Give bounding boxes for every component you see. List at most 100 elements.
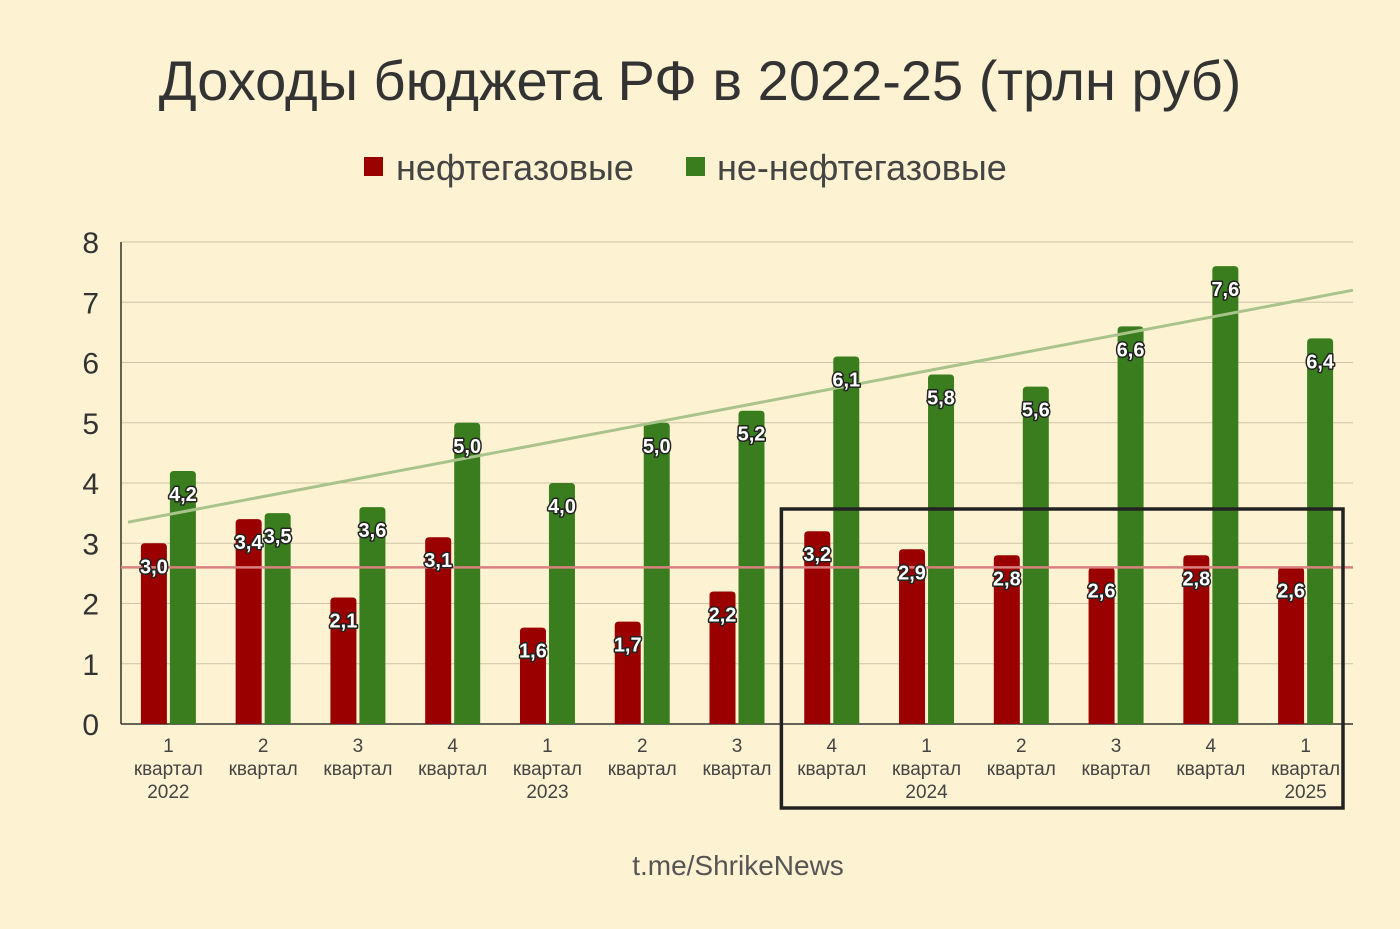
y-tick-label: 1 [82,649,99,682]
data-label: 3,2 [803,544,831,566]
legend-label-oil-gas: нефтегазовые [396,147,634,188]
legend-label-non-oil-gas: не-нефтегазовые [717,147,1007,188]
data-labels: 3,0 3,4 2,1 3,1 1,6 1,7 2,2 3,2 2,9 2,8 2,6 2,8 2,6 4… [138,278,1336,664]
bar-non-oil-gas [833,356,860,724]
x-tick-label: квартал [797,759,866,780]
x-tick-label: 2 [637,736,648,757]
x-tick-label: квартал [229,759,298,780]
legend-swatch-oil-gas [364,157,383,176]
data-label: 1,7 [614,635,642,657]
x-tick-label: 3 [1111,736,1122,757]
bar-non-oil-gas [1307,338,1334,724]
highlight-box [779,507,1345,810]
x-tick-label: 2 [1016,736,1027,757]
bar-oil-gas [709,591,736,724]
chart-title: Доходы бюджета РФ в 2022-25 (трлн руб) [159,49,1242,112]
bar-oil-gas [993,555,1020,724]
bar-non-oil-gas [169,470,196,724]
bar-non-oil-gas [643,422,670,724]
x-tick-label: 1 [163,736,174,757]
data-label: 6,4 [1306,351,1335,373]
plot-area: 0 1 2 3 4 5 6 7 8 3,0 3,4 2,1 3,1 1,6 1,7 2,2 3,2 2,9 2,8 2… [82,227,1354,810]
bars [140,266,1334,724]
y-tick-label: 3 [82,528,99,561]
data-label: 7,6 [1211,279,1239,301]
y-tick-label: 4 [82,468,99,501]
data-label: 3,0 [140,556,168,578]
y-tick-label: 8 [82,227,99,260]
y-tick-label: 0 [82,709,99,742]
x-tick-label: квартал [513,759,582,780]
x-tick-label: 4 [447,736,458,757]
data-label: 3,5 [264,526,292,548]
bar-oil-gas [140,543,167,724]
data-label: 4,2 [169,484,197,506]
data-label: 3,1 [424,550,452,572]
y-tick-label: 2 [82,589,99,622]
bar-oil-gas [1278,567,1305,724]
data-label: 4,0 [548,496,576,518]
bar-non-oil-gas [928,374,955,724]
bar-oil-gas [899,549,926,724]
data-label: 6,6 [1117,339,1145,361]
x-tick-label: 2024 [905,782,948,803]
bar-oil-gas [235,519,262,724]
y-tick-label: 6 [82,348,99,381]
bar-non-oil-gas [264,513,291,724]
x-tick-label: квартал [323,759,392,780]
bar-non-oil-gas [454,422,481,724]
x-tick-label: 3 [732,736,743,757]
data-label: 5,2 [738,424,766,446]
data-label: 2,9 [898,562,926,584]
data-label: 5,6 [1022,400,1050,422]
x-tick-label: квартал [1176,759,1245,780]
bar-oil-gas [614,621,641,724]
x-tick-label: 2023 [526,782,568,803]
bar-non-oil-gas [1212,266,1239,724]
data-label: 1,6 [519,641,547,663]
trend-line [127,288,1354,524]
x-tick-label: квартал [608,759,677,780]
data-label: 2,1 [330,610,358,632]
data-label: 2,6 [1088,580,1116,602]
data-label: 2,8 [993,568,1021,590]
data-label: 3,4 [235,532,264,554]
data-label: 5,0 [643,436,671,458]
x-tick-label: квартал [418,759,487,780]
x-tick-label: 2025 [1284,782,1326,803]
x-tick-label: квартал [1082,759,1151,780]
bar-oil-gas [330,597,357,724]
x-tick-label: квартал [134,759,203,780]
bar-non-oil-gas [548,483,575,724]
x-tick-label: квартал [987,759,1056,780]
bar-oil-gas [1088,567,1115,724]
source-credit: t.me/ShrikeNews [632,850,844,881]
x-tick-label: 4 [826,736,837,757]
y-tick-label: 5 [82,408,99,441]
x-tick-label: квартал [702,759,771,780]
x-tick-label: 1 [1300,736,1311,757]
data-label: 2,2 [709,604,737,626]
x-tick-label: 2022 [147,782,189,803]
y-tick-label: 7 [82,287,99,320]
bar-non-oil-gas [359,507,386,724]
x-tick-label: 4 [1206,736,1217,757]
x-tick-label: 1 [921,736,932,757]
x-tick-label: 1 [542,736,553,757]
data-label: 6,1 [832,369,860,391]
x-tick-label: квартал [1271,759,1340,780]
x-tick-label: квартал [892,759,961,780]
x-tick-label: 3 [353,736,364,757]
data-label: 3,6 [359,520,387,542]
x-tick-label: 2 [258,736,269,757]
data-label: 5,8 [927,388,955,410]
bar-oil-gas [425,537,452,724]
legend: нефтегазовые не-нефтегазовые [364,147,1007,188]
bar-oil-gas [519,627,546,724]
bar-non-oil-gas [1117,326,1144,724]
legend-swatch-non-oil-gas [686,157,705,176]
bar-oil-gas [804,531,831,724]
bar-non-oil-gas [1022,386,1049,724]
bar-oil-gas [1183,555,1210,724]
